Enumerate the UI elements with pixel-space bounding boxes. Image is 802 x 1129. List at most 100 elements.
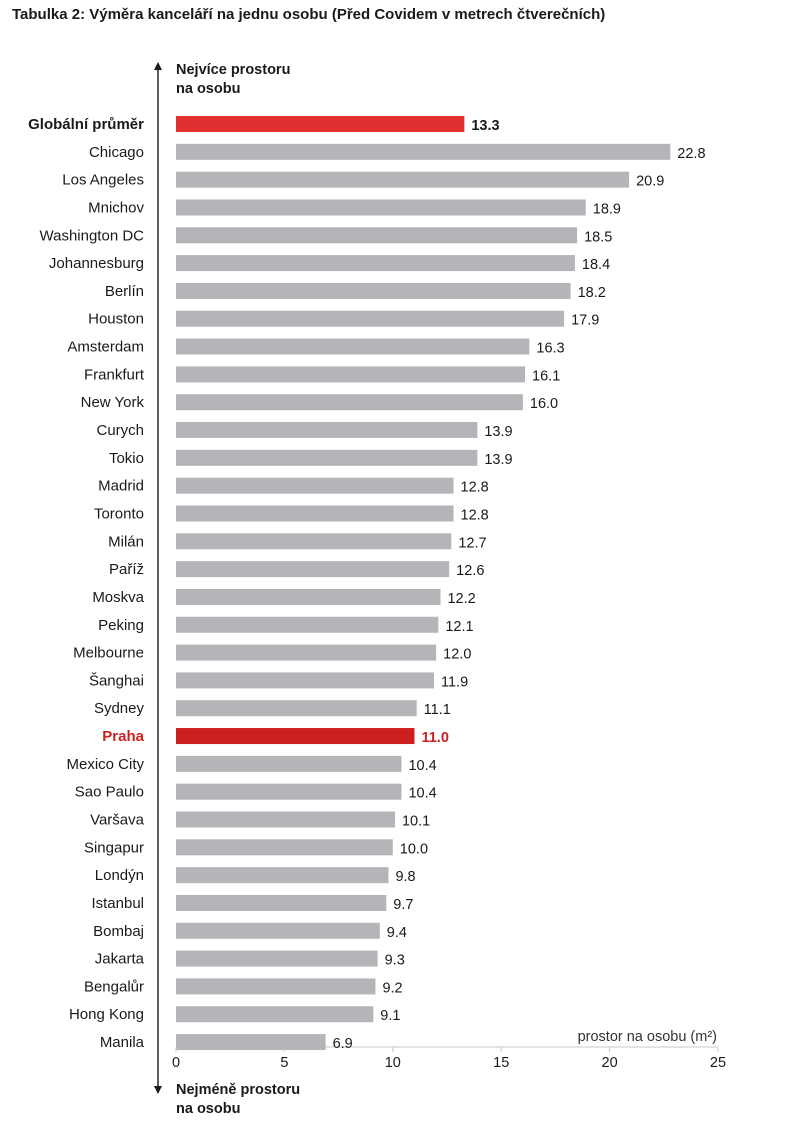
bar-25 (176, 811, 395, 828)
bar-20 (176, 672, 434, 689)
value-label-31: 9.2 (382, 980, 402, 996)
category-label-29: Bombaj (93, 923, 144, 940)
category-label-14: Toronto (94, 505, 144, 522)
bar-19 (176, 644, 437, 661)
x-axis-label: prostor na osobu (m²) (578, 1029, 717, 1045)
x-tick-label-0: 0 (172, 1055, 180, 1071)
category-label-13: Madrid (98, 478, 144, 495)
category-label-16: Paříž (109, 561, 144, 578)
top-annotation-line-2: na osobu (176, 81, 241, 97)
category-label-20: Šanghai (89, 672, 144, 689)
value-label-12: 13.9 (484, 452, 512, 468)
chart-title: Tabulka 2: Výměra kanceláří na jednu oso… (12, 6, 606, 23)
value-label-25: 10.1 (402, 814, 430, 830)
category-label-7: Houston (88, 311, 144, 328)
bars-layer: Globální průměr 13.3 Chicago 22.8 Los Angele… (28, 116, 706, 1052)
category-label-2: Los Angeles (62, 172, 144, 189)
bar-32 (176, 1006, 374, 1023)
category-label-32: Hong Kong (69, 1006, 144, 1023)
category-label-1: Chicago (89, 144, 144, 161)
value-label-16: 12.6 (456, 563, 484, 579)
category-label-26: Singapur (84, 839, 144, 856)
bottom-annotation-line-1: Nejméně prostoru (176, 1082, 301, 1098)
value-label-9: 16.1 (532, 368, 560, 384)
top-annotation-line-1: Nejvíce prostoru (176, 62, 291, 78)
value-label-29: 9.4 (387, 925, 407, 941)
value-label-26: 10.0 (400, 841, 428, 857)
value-label-5: 18.4 (582, 257, 610, 273)
category-label-24: Sao Paulo (75, 784, 144, 801)
category-label-18: Peking (98, 617, 144, 634)
bar-33 (176, 1034, 326, 1051)
category-label-28: Istanbul (91, 895, 144, 912)
category-label-6: Berlín (105, 283, 144, 300)
category-label-12: Tokio (109, 450, 144, 467)
bar-11 (176, 422, 478, 439)
bar-14 (176, 505, 454, 522)
category-label-33: Manila (100, 1034, 145, 1051)
category-label-30: Jakarta (95, 951, 145, 968)
bar-15 (176, 533, 452, 550)
bar-6 (176, 282, 571, 299)
category-label-8: Amsterdam (67, 339, 144, 356)
bar-24 (176, 783, 402, 800)
category-label-11: Curych (96, 422, 144, 439)
category-label-21: Sydney (94, 700, 145, 717)
bar-12 (176, 449, 478, 466)
bar-13 (176, 477, 454, 494)
category-label-17: Moskva (92, 589, 144, 606)
bar-29 (176, 922, 380, 939)
value-label-2: 20.9 (636, 174, 664, 190)
category-label-15: Milán (108, 533, 144, 550)
bar-2 (176, 171, 630, 188)
category-label-4: Washington DC (40, 227, 145, 244)
category-label-19: Melbourne (73, 645, 144, 662)
value-label-4: 18.5 (584, 229, 612, 245)
value-label-13: 12.8 (461, 480, 489, 496)
category-label-31: Bengalůr (84, 978, 144, 995)
bar-30 (176, 950, 378, 967)
value-label-33: 6.9 (333, 1036, 353, 1052)
value-label-28: 9.7 (393, 897, 413, 913)
value-label-19: 12.0 (443, 647, 471, 663)
bar-9 (176, 366, 526, 383)
value-label-6: 18.2 (578, 285, 606, 301)
bar-23 (176, 755, 402, 772)
value-label-7: 17.9 (571, 313, 599, 329)
bar-18 (176, 616, 439, 633)
x-tick-label-3: 15 (493, 1055, 509, 1071)
value-label-20: 11.9 (441, 674, 468, 690)
bar-5 (176, 255, 575, 272)
category-label-3: Mnichov (88, 199, 144, 216)
bar-8 (176, 338, 530, 355)
value-label-14: 12.8 (461, 507, 489, 523)
bar-7 (176, 310, 565, 327)
top-annotation: Nejvíce prostoru na osobu (176, 61, 290, 99)
category-label-27: Londýn (95, 867, 144, 884)
x-tick-label-4: 20 (602, 1055, 618, 1071)
value-label-1: 22.8 (677, 146, 705, 162)
bar-10 (176, 394, 523, 411)
bar-4 (176, 227, 578, 244)
x-axis-ticks: 0 5 10 15 20 25 (172, 1047, 726, 1071)
x-tick-label-5: 25 (710, 1055, 726, 1071)
bar-16 (176, 561, 450, 578)
value-label-11: 13.9 (484, 424, 512, 440)
category-label-0: Globální průměr (28, 116, 144, 133)
bar-1 (176, 143, 671, 160)
bar-17 (176, 588, 441, 605)
value-label-27: 9.8 (395, 869, 415, 885)
category-label-22: Praha (102, 728, 144, 745)
value-label-8: 16.3 (536, 341, 564, 357)
value-label-23: 10.4 (408, 758, 436, 774)
bar-21 (176, 700, 417, 717)
bar-28 (176, 894, 387, 911)
value-label-24: 10.4 (408, 786, 436, 802)
value-label-18: 12.1 (445, 619, 473, 635)
category-label-9: Frankfurt (84, 366, 145, 383)
bar-26 (176, 839, 393, 856)
category-label-23: Mexico City (66, 756, 144, 773)
value-label-32: 9.1 (380, 1008, 400, 1024)
x-tick-label-2: 10 (385, 1055, 401, 1071)
